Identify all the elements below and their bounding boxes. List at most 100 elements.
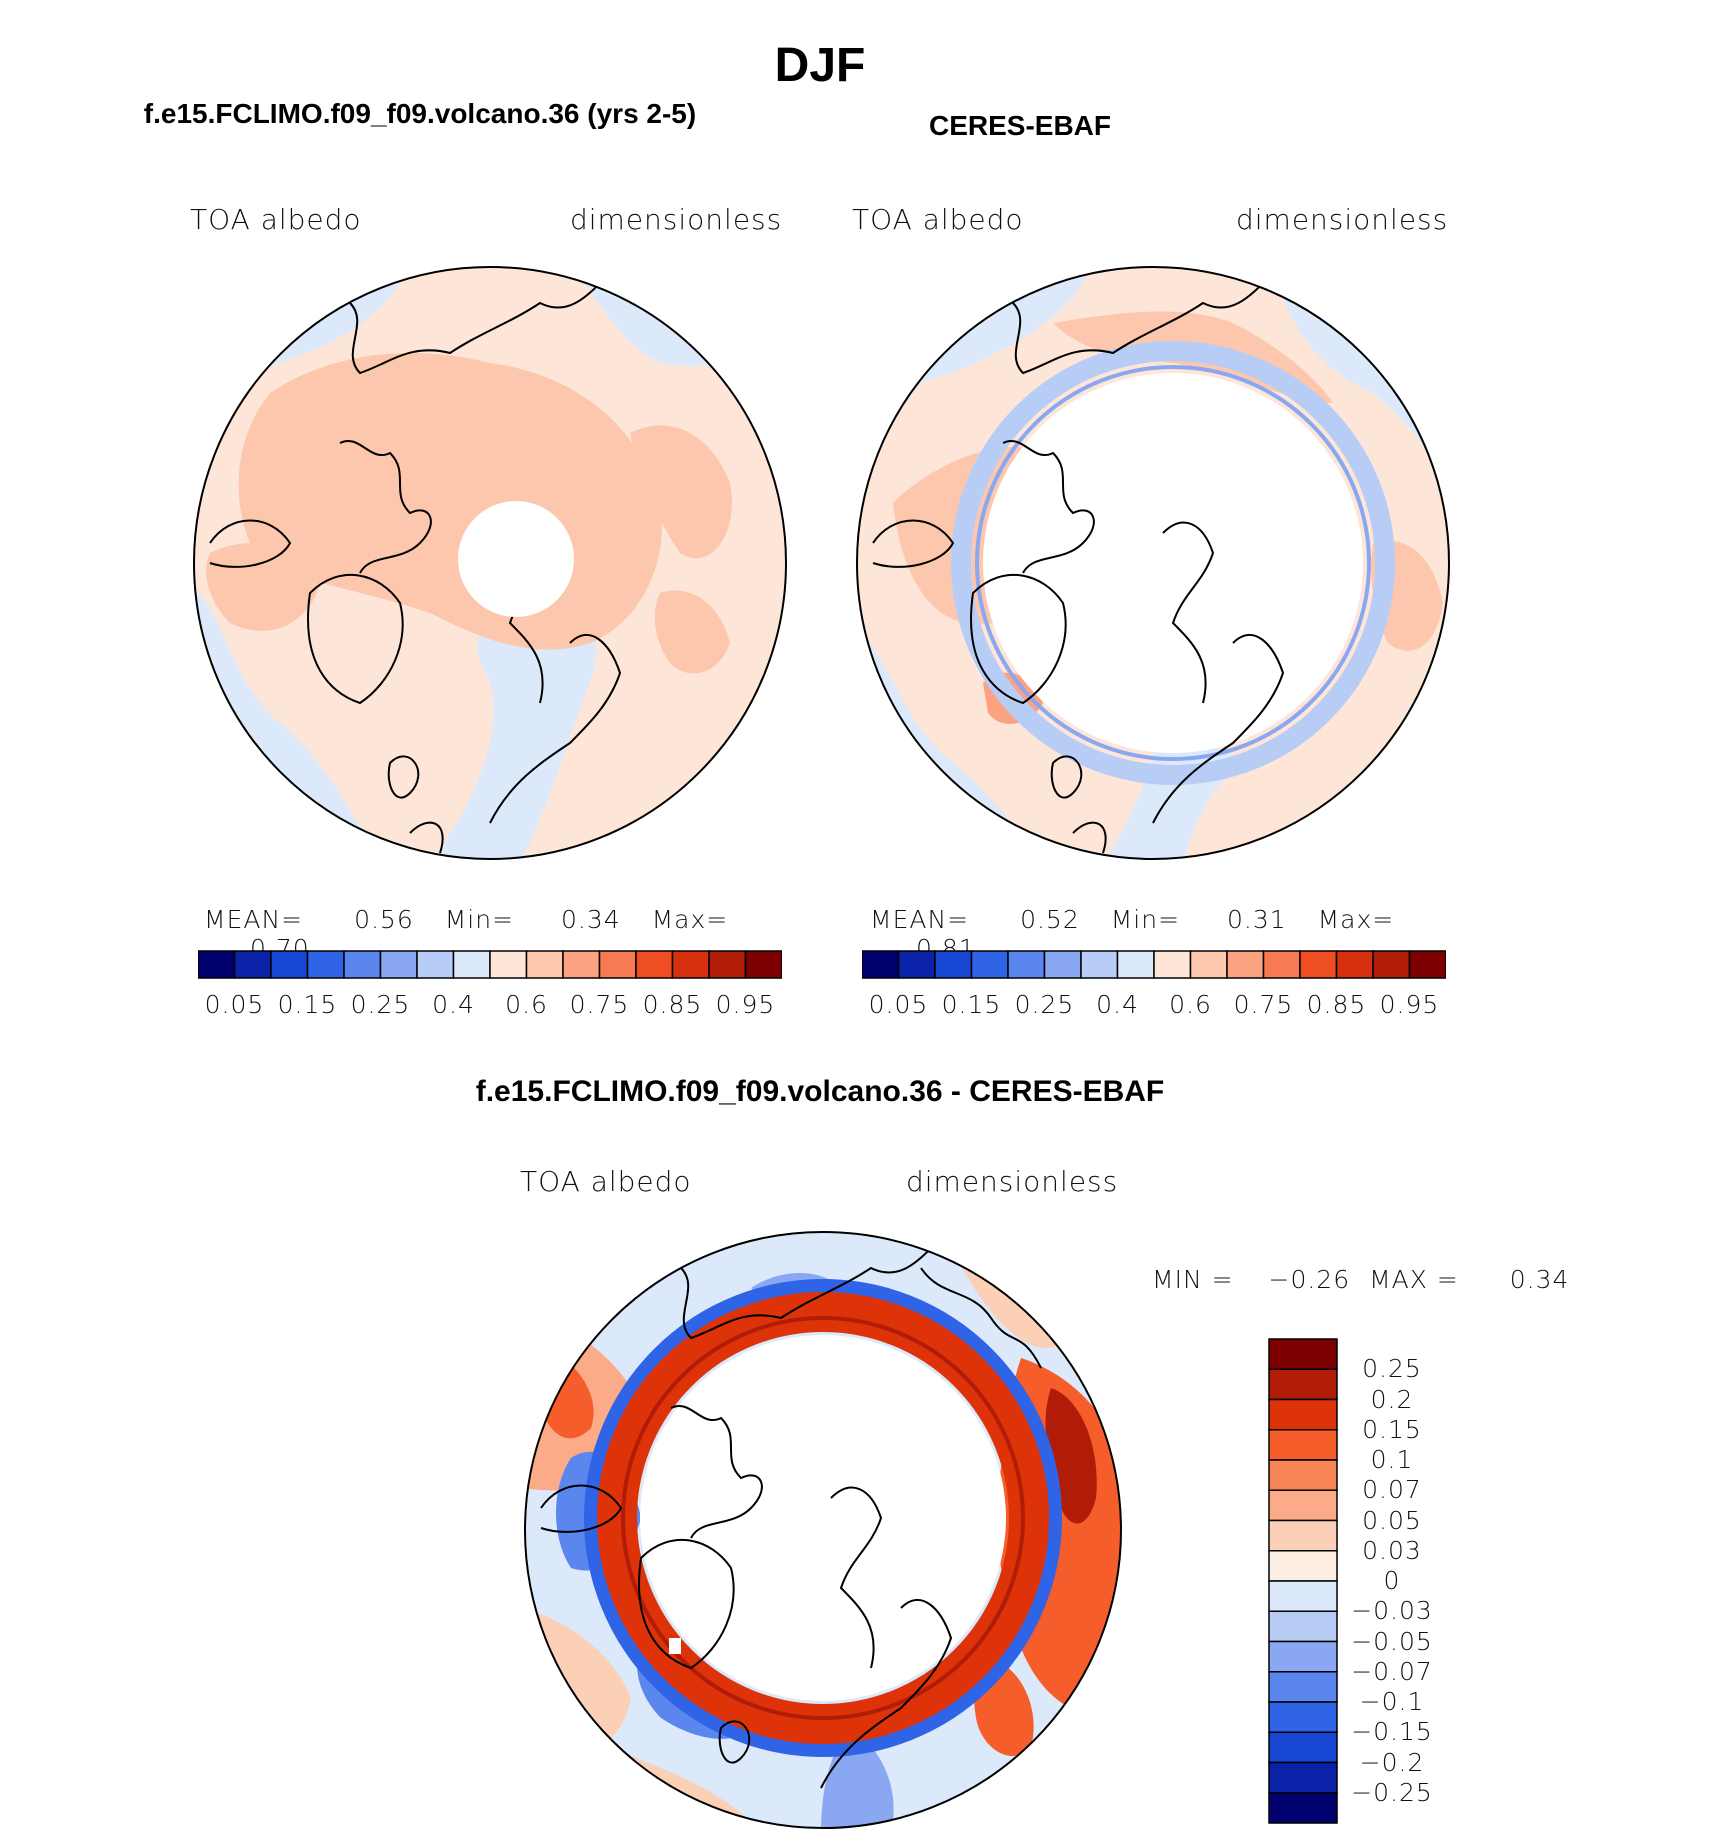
min-value: −0.26 [1268,1265,1351,1294]
colorbar-swatch [1268,1368,1338,1401]
polar-map-observations [856,266,1450,860]
colorbar-tick-label: 0.05 [1362,1505,1422,1535]
colorbar-tick-label: −0.1 [1359,1687,1425,1716]
colorbar-swatch [1116,950,1155,979]
colorbar-swatch [525,950,564,979]
max-label: MAX = [1369,1265,1459,1294]
panel-1-title: f.e15.FCLIMO.f09_f09.volcano.36 (yrs 2-5… [143,98,697,129]
colorbar-swatch [416,950,455,979]
panel-2-units-label: dimensionless [1236,203,1449,236]
colorbar-tick-label: 0.75 [1233,990,1294,1019]
colorbar-swatch [744,950,782,979]
colorbar-swatch [1335,950,1374,979]
min-label: Min= [444,905,515,934]
polar-data-gap [640,1335,1006,1701]
colorbar-tick-label: −0.25 [1351,1777,1433,1807]
colorbar-swatch [1080,950,1119,979]
colorbar-tick-label: −0.03 [1351,1596,1433,1626]
colorbar-tick-label: −0.07 [1351,1656,1433,1686]
colorbar-swatch [1268,1701,1338,1733]
diff-minmax: MIN = −0.26 MAX = 0.34 [1152,1265,1632,1294]
colorbar-swatch [671,950,710,979]
colorbar-swatch [1408,950,1446,979]
colorbar-swatch [1043,950,1082,979]
min-label: MIN = [1152,1265,1234,1294]
colorbar-tick-label: −0.05 [1351,1626,1433,1656]
colorbar-swatch [1268,1489,1338,1522]
colorbar-tick-label: 0.95 [715,990,776,1019]
diff-variable-label: TOA albedo [520,1165,692,1198]
colorbar-tick-label: 0.75 [569,990,630,1019]
colorbar-tick-label: 0.25 [1362,1354,1422,1384]
min-value: 0.31 [1226,905,1287,934]
colorbar-swatch [1268,1640,1338,1673]
colorbar-tick-label: 0.6 [1169,990,1212,1019]
min-value: 0.34 [560,905,621,934]
sea-ice-ring [951,341,1395,785]
colorbar-tick-label: 0.05 [868,990,929,1019]
panel-1-variable-label: TOA albedo [190,203,362,236]
ring-gap [669,1638,681,1654]
colorbar-swatch [233,950,272,979]
max-label: Max= [651,905,729,934]
colorbar-swatch [1268,1519,1338,1552]
colorbar-swatch [343,950,382,979]
colorbar-swatch [1372,950,1411,979]
colorbar-swatch [1268,1610,1338,1643]
colorbar-tick-label: 0.15 [1362,1414,1422,1444]
colorbar-tick-label: 0.6 [505,990,548,1019]
colorbar-difference [1268,1338,1338,1824]
colorbar-observations-ticks: 0.05 0.15 0.25 0.4 0.6 0.75 0.85 0.95 [862,990,1446,1020]
colorbar-swatch [1226,950,1265,979]
colorbar-swatch [1268,1761,1338,1794]
max-label: Max= [1317,905,1395,934]
min-label: Min= [1110,905,1181,934]
colorbar-swatch [635,950,674,979]
panel-2-title: CERES-EBAF [928,110,1111,141]
colorbar-swatch [306,950,345,979]
colorbar-swatch [562,950,601,979]
difference-ring [621,1316,1025,1720]
colorbar-tick-label: 0.85 [642,990,703,1019]
colorbar-tick-label: 0.4 [432,990,475,1019]
colorbar-swatch [1189,950,1228,979]
colorbar-swatch [1268,1429,1338,1461]
max-value: 0.34 [1509,1265,1570,1294]
colorbar-observations [862,950,1446,979]
panel-2-variable-label: TOA albedo [852,203,1024,236]
colorbar-tick-label: 0.85 [1306,990,1367,1019]
colorbar-swatch [897,950,936,979]
colorbar-tick-label: 0.15 [941,990,1002,1019]
colorbar-tick-label: 0 [1383,1566,1401,1595]
polar-map-model [193,266,787,860]
colorbar-swatch [379,950,418,979]
difference-ring [584,1279,1062,1757]
colorbar-swatch [452,950,491,979]
colorbar-swatch [598,950,637,979]
colorbar-swatch [1299,950,1338,979]
colorbar-swatch [1007,950,1046,979]
diff-units-label: dimensionless [906,1165,1119,1198]
colorbar-swatch [1268,1671,1338,1703]
colorbar-swatch [270,950,309,979]
mean-value: 0.52 [1020,905,1080,934]
colorbar-swatch [970,950,1009,979]
colorbar-swatch [1268,1792,1338,1824]
colorbar-tick-label: 0.07 [1362,1475,1422,1505]
colorbar-swatch [708,950,747,979]
mean-label: MEAN= [204,905,304,934]
colorbar-swatch [1153,950,1192,979]
colorbar-swatch [1268,1338,1338,1370]
colorbar-swatch [489,950,528,979]
diff-panel-title: f.e15.FCLIMO.f09_f09.volcano.36 - CERES-… [475,1075,1165,1108]
mean-value: 0.56 [354,905,414,934]
colorbar-tick-label: 0.05 [204,990,265,1019]
colorbar-tick-label: −0.2 [1359,1747,1425,1777]
colorbar-swatch [1268,1398,1338,1431]
colorbar-tick-label: 0.1 [1370,1445,1414,1474]
colorbar-tick-label: 0.2 [1370,1384,1414,1414]
colorbar-tick-label: 0.95 [1379,990,1440,1019]
panel-1-units-label: dimensionless [570,203,783,236]
low-albedo-region [430,583,597,859]
high-albedo-region [206,543,320,631]
